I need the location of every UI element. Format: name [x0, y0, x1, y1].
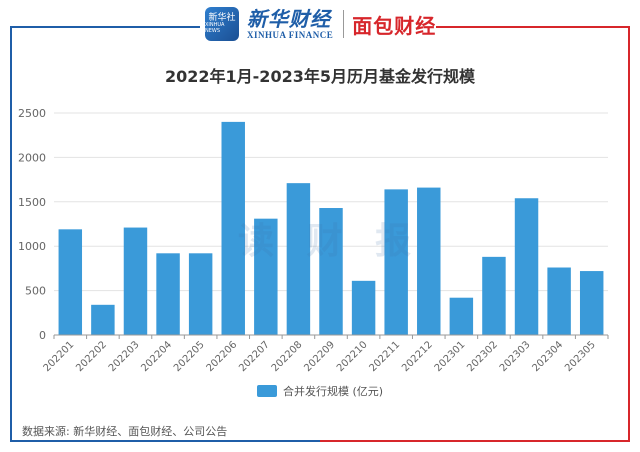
bars	[58, 121, 604, 335]
source-note: 数据来源: 新华财经、面包财经、公司公告	[22, 425, 228, 438]
bar-202212	[417, 187, 441, 335]
x-axis: 2022012022022022032022042022052022062022…	[42, 334, 609, 374]
x-tick-label: 202206	[205, 339, 240, 374]
legend-label: 合并发行规模 (亿元)	[282, 385, 384, 398]
x-tick-label: 202202	[74, 339, 109, 374]
x-tick-label: 202212	[400, 339, 435, 374]
xinhua-badge-icon: 新华社 XINHUA NEWS	[205, 7, 239, 41]
x-tick-label: 202204	[139, 339, 174, 374]
header-logo: 新华社 XINHUA NEWS 新华财经 XINHUA FINANCE 面包财经	[205, 4, 436, 44]
x-tick-label: 202203	[107, 339, 142, 374]
y-tick-label: 1000	[18, 240, 46, 253]
bar-202207	[254, 218, 278, 335]
x-tick-label: 202301	[433, 339, 468, 374]
x-tick-label: 202207	[237, 339, 272, 374]
x-tick-label: 202208	[270, 339, 305, 374]
bar-202206	[221, 121, 245, 335]
brand-text: 新华财经 XINHUA FINANCE	[247, 8, 333, 40]
logo-divider	[343, 10, 345, 38]
bar-202201	[58, 229, 83, 335]
y-axis: 0 500 1000 1500 2000 2500	[18, 107, 46, 342]
bar-202301	[449, 297, 474, 335]
x-tick-label: 202201	[42, 339, 77, 374]
bar-202302	[482, 256, 506, 335]
bar-202204	[156, 253, 180, 335]
x-tick-label: 202210	[335, 339, 370, 374]
y-tick-label: 2000	[18, 151, 46, 164]
x-tick-label: 202304	[530, 339, 565, 374]
frame-left-border	[10, 26, 12, 442]
brand-cn: 新华财经	[247, 7, 331, 31]
y-tick-label: 2500	[18, 107, 46, 120]
x-tick-label: 202211	[368, 339, 403, 374]
badge-line1: 新华社	[208, 12, 236, 23]
frame-top-right-rule	[436, 26, 630, 28]
frame-right-border	[628, 26, 630, 442]
frame-top-left-rule	[10, 26, 200, 28]
y-tick-label: 1500	[18, 196, 46, 209]
chart-title: 2022年1月-2023年5月历月基金发行规模	[165, 67, 475, 86]
x-tick-label: 202303	[498, 339, 533, 374]
x-tick-label: 202302	[465, 339, 500, 374]
legend-swatch	[256, 385, 277, 397]
y-tick-label: 500	[25, 285, 46, 298]
bar-202303	[514, 198, 539, 335]
watermark: 读 财 报	[238, 221, 422, 262]
bar-202211	[384, 189, 408, 335]
bar-202210	[351, 280, 376, 335]
x-tick-label: 202205	[172, 339, 207, 374]
bar-202205	[188, 253, 213, 335]
badge-line2: XINHUA NEWS	[205, 22, 225, 34]
bar-202209	[319, 208, 343, 335]
bar-202305	[579, 271, 604, 335]
legend: 合并发行规模 (亿元)	[0, 383, 640, 399]
bar-202203	[123, 227, 148, 335]
partner-logo: 面包财经	[352, 13, 437, 38]
bar-202304	[547, 267, 571, 335]
bar-202202	[91, 304, 115, 335]
brand-en: XINHUA FINANCE	[247, 30, 334, 40]
x-tick-label: 202305	[563, 339, 598, 374]
y-tick-label: 0	[39, 329, 46, 342]
frame-bottom-border-right	[320, 440, 630, 442]
x-tick-label: 202209	[302, 339, 337, 374]
bar-202208	[286, 183, 311, 335]
